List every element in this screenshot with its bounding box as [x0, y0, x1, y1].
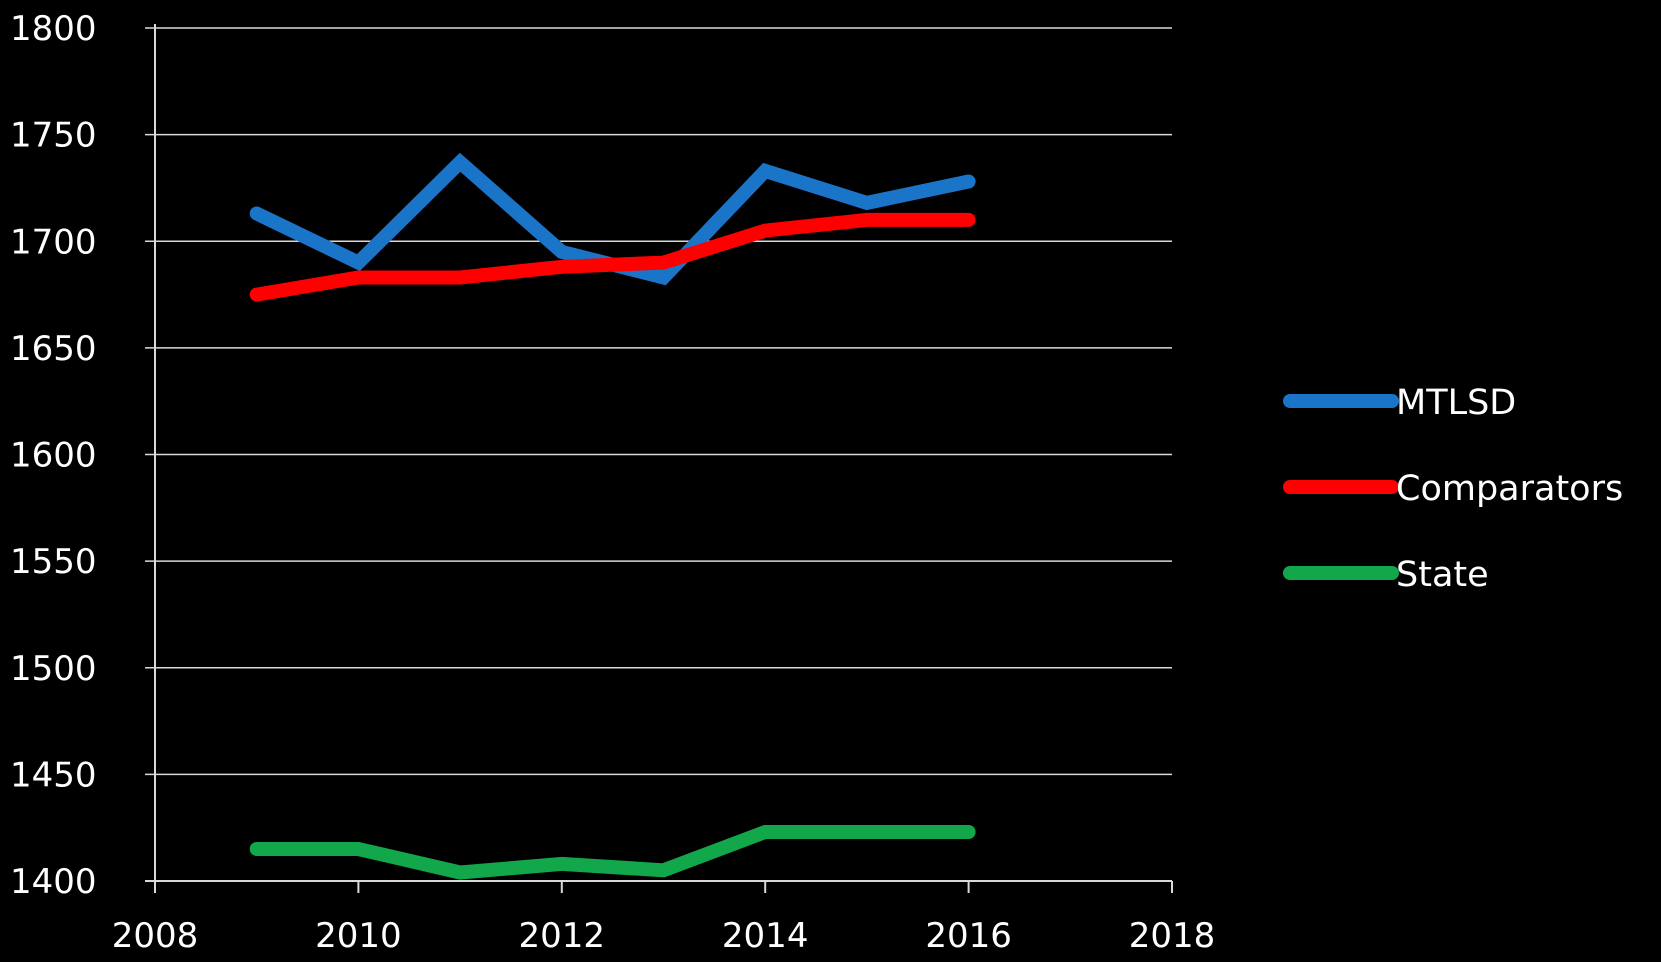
- series-lines: [249, 152, 976, 880]
- data-point-state-2014: [764, 831, 766, 833]
- data-point-comparators-2011: [459, 277, 461, 279]
- x-tick-label: 2016: [925, 916, 1012, 956]
- data-point-state-2012: [561, 863, 563, 865]
- y-tick-label: 1700: [10, 222, 97, 262]
- legend-label-comparators: Comparators: [1396, 469, 1623, 509]
- axes: [145, 24, 1173, 893]
- legend: MTLSD Comparators State: [1283, 383, 1623, 595]
- y-tick-label: 1550: [10, 542, 97, 582]
- legend-label-state: State: [1396, 555, 1489, 595]
- data-point-state-2010: [357, 848, 359, 850]
- data-point-mtlsd-2015: [866, 202, 868, 204]
- gridlines: [145, 27, 1172, 776]
- y-tick-label: 1450: [10, 755, 97, 795]
- x-tick-label: 2010: [315, 916, 402, 956]
- data-point-state-2016: [968, 831, 970, 833]
- data-point-mtlsd-2010: [357, 262, 359, 264]
- series-line-comparators: [249, 212, 976, 302]
- data-point-state-2011: [459, 871, 461, 873]
- data-point-comparators-2015: [866, 219, 868, 221]
- data-point-mtlsd-2013: [663, 277, 664, 279]
- y-tick-label: 1600: [10, 436, 97, 476]
- data-point-state-2015: [866, 831, 868, 833]
- data-point-mtlsd-2012: [561, 251, 563, 253]
- y-axis-tick-labels: 1400 1450 1500 1550 1600 1650 1700 1750 1800: [10, 9, 97, 902]
- data-point-mtlsd-2014: [764, 170, 766, 172]
- legend-label-mtlsd: MTLSD: [1396, 383, 1516, 423]
- data-point-mtlsd-2011: [459, 161, 461, 163]
- data-point-comparators-2014: [764, 230, 766, 232]
- y-tick-label: 1650: [10, 329, 97, 369]
- y-tick-label: 1800: [10, 9, 97, 49]
- data-point-mtlsd-2016: [968, 181, 970, 183]
- data-point-comparators-2012: [561, 266, 563, 268]
- x-tick-label: 2012: [519, 916, 606, 956]
- data-point-comparators-2009: [256, 294, 258, 296]
- y-tick-label: 1500: [10, 649, 97, 689]
- data-point-comparators-2010: [357, 277, 359, 279]
- data-point-state-2013: [663, 869, 664, 871]
- x-tick-label: 2014: [722, 916, 809, 956]
- data-point-comparators-2016: [968, 219, 970, 221]
- x-tick-label: 2018: [1129, 916, 1216, 956]
- x-tick-label: 2008: [112, 916, 199, 956]
- x-axis-tick-labels: 2008 2010 2012 2014 2016 2018: [112, 916, 1216, 956]
- data-point-state-2009: [256, 848, 258, 850]
- y-tick-label: 1750: [10, 116, 97, 156]
- series-line-state: [249, 825, 976, 880]
- y-tick-label: 1400: [10, 862, 97, 902]
- data-point-comparators-2013: [663, 262, 664, 264]
- data-point-mtlsd-2009: [256, 213, 258, 215]
